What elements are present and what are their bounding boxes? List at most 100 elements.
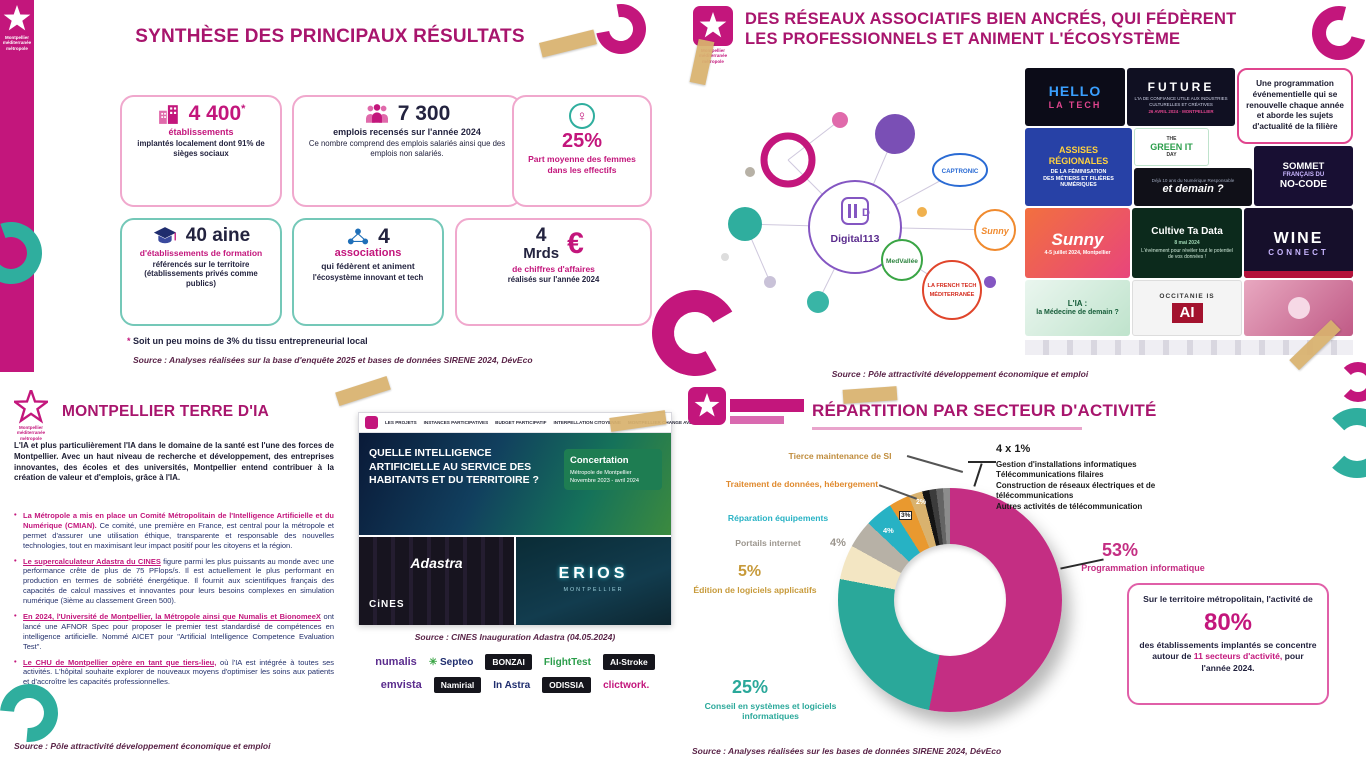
stat-card-chiffre-affaires: 4 Mrds € de chiffres d'affaires réalisés… (455, 218, 652, 326)
title-line-2: LES PROFESSIONNELS ET ANIMENT L'ÉCOSYSTÈ… (745, 29, 1181, 48)
terre-ia-bullets: La Métropole a mis en place un Comité Mé… (14, 510, 334, 693)
event-tile-hello-la-tech: HELLO LA TECH (1025, 68, 1125, 126)
panel-terre-ia: Montpellier méditerranée métropole MONTP… (0, 385, 345, 768)
montpellier-star-outline-icon (14, 390, 48, 424)
logo-numalis: numalis (375, 656, 417, 668)
quatre-item: Autres activités de télécommunication (996, 501, 1143, 511)
bullet-text: figure parmi les plus puissants au monde… (23, 556, 334, 606)
event-subtitle: DE LA FÉMINISATION (1050, 169, 1107, 176)
event-subtitle: Déjà 10 ans du Numérique Responsable (1151, 177, 1235, 183)
label-quatre-list: Gestion d'installations informatiques Té… (996, 460, 1234, 512)
concertation-chip: Concertation Métropole de Montpellier No… (564, 449, 662, 490)
stat-card-emplois: 7 300 emplois recensés sur l'année 2024 … (292, 95, 522, 207)
building-icon (158, 105, 178, 124)
event-subtitle: DES MÉTIERS ET FILIÈRES (1043, 175, 1114, 182)
logo-emvista: emvista (380, 679, 422, 691)
footnote-marker: * (127, 336, 131, 346)
terre-ia-intro: L'IA et plus particulièrement l'IA dans … (14, 441, 334, 483)
event-tile-sunny: Sunny 4-5 juillet 2024, Montpellier (1025, 208, 1130, 278)
panel-synthese: Montpellier méditerranée métropole SYNTH… (0, 0, 685, 385)
brand-line: méditerranée (698, 53, 728, 59)
brand-line: méditerranée (2, 40, 32, 46)
network-hub (808, 180, 902, 274)
arc-decoration-pink (1338, 362, 1366, 402)
bullet-cmian: La Métropole a mis en place un Comité Mé… (14, 510, 334, 551)
medvallee-label: MedVallée (886, 258, 918, 265)
label-portails: Portails internet (735, 538, 801, 548)
network-hub-label: Digital113 (830, 233, 879, 245)
brand-line: méditerranée (16, 430, 46, 436)
bullet-afnor: En 2024, l'Université de Montpellier, la… (14, 611, 334, 652)
stat-value: 4 Mrds (523, 226, 559, 262)
stat-value: 4 (378, 225, 390, 248)
footnote-text: Soit un peu moins de 3% du tissu entrepr… (133, 336, 368, 346)
event-title: DAY (1166, 152, 1177, 159)
pct-tierce: 2% (916, 499, 927, 506)
panel-repartition: RÉPARTITION PAR SECTEUR D'ACTIVITÉ 2% 3%… (680, 385, 1366, 768)
synthese-title: SYNTHÈSE DES PRINCIPAUX RÉSULTATS (135, 26, 525, 47)
event-title: SOMMET (1282, 160, 1325, 172)
event-title: FUTURE (1147, 79, 1215, 94)
reseaux-title: DES RÉSEAUX ASSOCIATIFS BIEN ANCRÉS, QUI… (745, 10, 1355, 50)
bullet-highlight: En 2024, l'Université de Montpellier, la… (23, 612, 321, 622)
stat-card-associations: 4 associations qui fédèrent et animent l… (292, 218, 444, 326)
brand-strip: Montpellier méditerranée métropole (0, 0, 34, 372)
label-conseil: Conseil en systèmes et logiciels informa… (704, 701, 837, 722)
quatre-item: Télécommunications filaires (996, 470, 1104, 480)
hero-title: QUELLE INTELLIGENCE ARTIFICIELLE AU SERV… (369, 447, 539, 487)
event-title: Sunny (1051, 229, 1104, 249)
label-tierce: Tierce maintenance de SI (788, 451, 892, 461)
network-node (875, 114, 915, 154)
bullet-text: où l'IA est intégrée à toutes ses activi… (23, 657, 334, 687)
network-node-medvallee (881, 239, 923, 281)
brand-name: Montpellier méditerranée métropole (2, 425, 60, 441)
stat-value: 7 300 (397, 102, 451, 125)
network-node-ring (760, 132, 816, 188)
adastra-photo: Adastra CiNES (359, 537, 514, 625)
event-tile-cultive-ta-data: Cultive Ta Data 8 mai 2024 L'événement p… (1132, 208, 1242, 278)
event-tile-green-it-day: THE GREEN IT DAY (1134, 128, 1209, 166)
event-title: HELLO (1048, 83, 1102, 100)
event-title: OCCITANIE IS (1159, 293, 1215, 301)
panel-concertation: LES PROJETS INSTANCES PARTICIPATIVES BUD… (350, 400, 710, 768)
event-title: Cultive Ta Data (1151, 226, 1223, 237)
chip-dates: Novembre 2023 - avril 2024 (570, 478, 640, 484)
stat-text: réalisés sur l'année 2024 (507, 275, 600, 285)
associations-network-diagram: D Digital113 CAPTRONIC MedVallée LA FREN… (721, 112, 1016, 320)
event-title: THE (1166, 135, 1177, 142)
repartition-title: RÉPARTITION PAR SECTEUR D'ACTIVITÉ (812, 401, 1157, 420)
network-node-captronic (932, 153, 988, 187)
cines-logo: CiNES (369, 599, 405, 610)
brand-line: Montpellier (4, 35, 29, 40)
stat-value: 4 400* (188, 102, 246, 125)
event-subtitle: la Médecine de demain ? (1036, 308, 1119, 316)
company-logos: numalis Septeo BONZAI FlightTest AI-Stro… (366, 654, 664, 693)
connector-line (878, 484, 918, 500)
connector-line (906, 455, 964, 473)
people-group-icon (365, 104, 388, 123)
network-node-sunny (974, 209, 1016, 251)
stat-highlight: de chiffres d'affaires (512, 263, 595, 274)
event-subtitle: NUMÉRIQUES (1060, 182, 1097, 189)
event-tile-assises: ASSISES RÉGIONALES DE LA FÉMINISATION DE… (1025, 128, 1132, 206)
box-text-part: pour l'année 2024. (1201, 651, 1304, 673)
label-traitement: Traitement de données, hébergement (725, 479, 879, 489)
stat-text: implantés localement dont 91% de sièges … (137, 139, 265, 159)
pct-traitement: 3% (899, 511, 913, 520)
brand-name: Montpellier méditerranée métropole (0, 35, 34, 51)
quatre-item: Construction de réseaux électriques et d… (996, 480, 1156, 501)
bullet-chu: Le CHU de Montpellier opère en tant que … (14, 657, 334, 688)
bullet-highlight: Le supercalculateur Adastra du CINES (23, 556, 161, 566)
event-tile-ia-medecine: L'IA : la Médecine de demain ? (1025, 280, 1130, 336)
event-subtitle: L'IA DE CONFIANCE UTILE AUX INDUSTRIES C… (1134, 96, 1228, 107)
terre-ia-title: MONTPELLIER TERRE D'IA (62, 403, 270, 420)
digital113-logo-icon (841, 197, 869, 225)
event-tile-sommet-no-code: SOMMET FRANÇAIS DU NO-CODE (1254, 146, 1353, 206)
montpellier-star-logo-icon (694, 393, 720, 417)
source-note: Source : Analyses réalisées sur les base… (692, 746, 1002, 756)
event-subtitle: FRANÇAIS DU (1282, 172, 1325, 179)
pct-conseil: 25% (732, 677, 769, 697)
pct-quatre: 4 x 1% (996, 443, 1031, 455)
stat-number: 4 400 (188, 102, 242, 125)
